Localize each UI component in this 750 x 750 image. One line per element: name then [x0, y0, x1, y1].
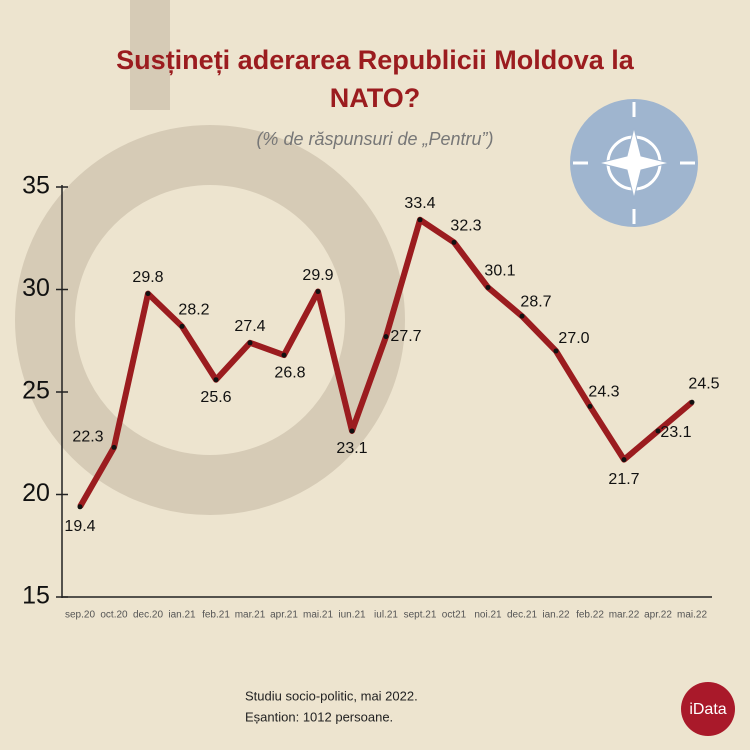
data-point — [621, 457, 627, 463]
logo-badge — [681, 682, 735, 736]
data-point — [77, 504, 83, 510]
data-point — [349, 428, 355, 434]
data-label: 32.3 — [450, 218, 481, 235]
decor-bar — [130, 0, 170, 110]
logo-text: iData — [689, 701, 726, 718]
data-point — [553, 348, 559, 354]
data-point — [179, 323, 185, 329]
x-tick-label: feb.21 — [202, 610, 230, 621]
x-tick-label: iun.21 — [338, 610, 366, 621]
data-point — [587, 403, 593, 409]
x-tick-label: oct.20 — [100, 610, 128, 621]
footer-line: Studiu socio-politic, mai 2022. — [245, 688, 418, 703]
x-tick-label: dec.20 — [133, 610, 163, 621]
x-tick-label: ian.21 — [168, 610, 196, 621]
data-point — [145, 291, 151, 297]
x-tick-label: sep.20 — [65, 610, 95, 621]
data-point — [519, 313, 525, 319]
chart-title: Susțineți aderarea Republicii Moldova la… — [116, 45, 635, 113]
x-tick-label: apr.21 — [270, 610, 298, 621]
footer-line: Eșantion: 1012 persoane. — [245, 709, 393, 724]
data-point — [485, 284, 491, 290]
data-label: 27.0 — [558, 330, 589, 347]
x-tick-label: noi.21 — [474, 610, 502, 621]
data-label: 22.3 — [72, 429, 103, 446]
data-label: 23.1 — [660, 424, 691, 441]
data-label: 29.9 — [302, 267, 333, 284]
y-tick-label: 35 — [22, 172, 50, 200]
nato-logo — [570, 99, 698, 227]
x-tick-label: mai.22 — [677, 610, 707, 621]
data-label: 28.2 — [178, 302, 209, 319]
x-tick-label: dec.21 — [507, 610, 537, 621]
y-tick-label: 20 — [22, 479, 50, 507]
data-point — [213, 377, 219, 383]
data-point — [111, 444, 117, 450]
x-tick-label: sept.21 — [404, 610, 437, 621]
data-label: 29.8 — [132, 269, 163, 286]
data-label: 23.1 — [336, 440, 367, 457]
data-point — [689, 399, 695, 405]
data-label: 28.7 — [520, 293, 551, 310]
x-tick-label: mar.22 — [609, 610, 640, 621]
data-label: 24.3 — [588, 384, 619, 401]
data-label: 21.7 — [608, 471, 639, 488]
y-tick-label: 15 — [22, 582, 50, 610]
data-point — [281, 352, 287, 358]
x-tick-label: mar.21 — [235, 610, 266, 621]
data-point — [417, 217, 423, 223]
data-point — [655, 428, 661, 434]
data-point — [383, 334, 389, 340]
data-label: 19.4 — [64, 518, 95, 535]
data-label: 26.8 — [274, 364, 305, 381]
data-label: 27.7 — [390, 328, 421, 345]
x-tick-label: apr.22 — [644, 610, 672, 621]
data-label: 24.5 — [688, 375, 719, 392]
y-tick-label: 25 — [22, 377, 50, 405]
data-label: 25.6 — [200, 389, 231, 406]
x-tick-label: feb.22 — [576, 610, 604, 621]
data-label: 33.4 — [404, 195, 435, 212]
x-tick-label: oct21 — [442, 610, 467, 621]
y-tick-label: 30 — [22, 274, 50, 302]
x-tick-label: mai.21 — [303, 610, 333, 621]
data-point — [315, 289, 321, 295]
data-point — [451, 239, 457, 245]
data-label: 27.4 — [234, 318, 265, 335]
data-label: 30.1 — [484, 263, 515, 280]
data-point — [247, 340, 253, 346]
x-tick-label: iul.21 — [374, 610, 398, 621]
x-tick-label: ian.22 — [542, 610, 570, 621]
chart-subtitle: (% de răspunsuri de „Pentru”) — [256, 129, 493, 149]
decor-circle — [15, 125, 405, 515]
